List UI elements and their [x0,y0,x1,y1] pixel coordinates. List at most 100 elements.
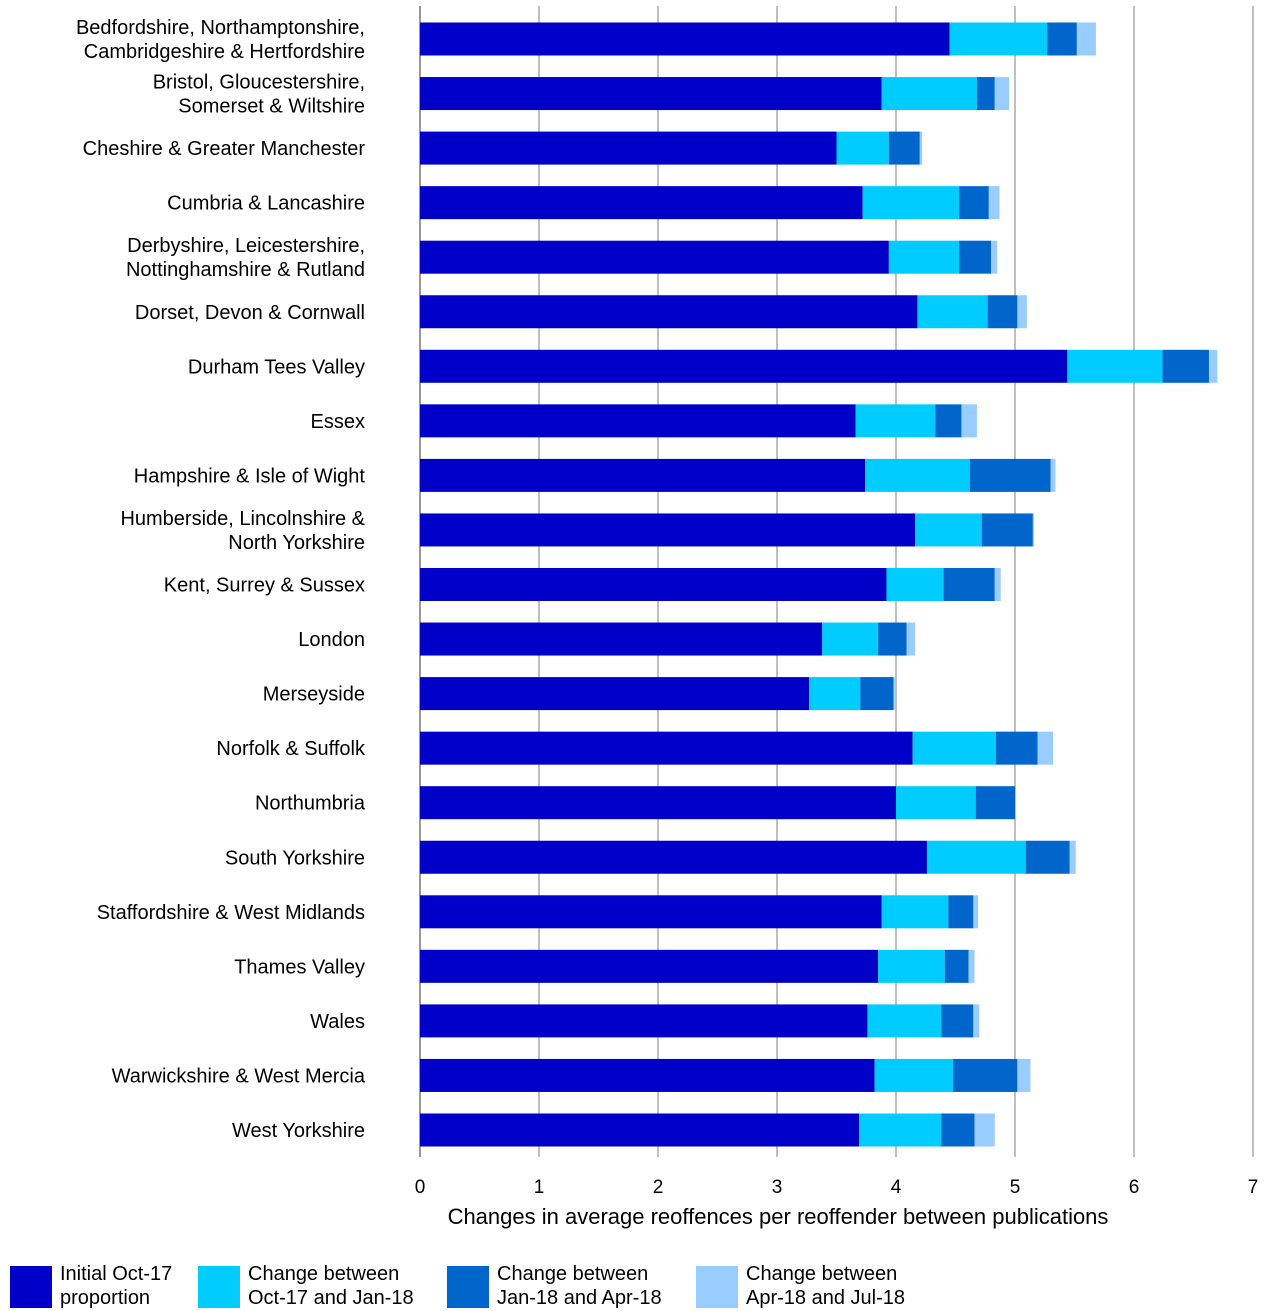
x-tick-label: 1 [534,1177,545,1198]
bar-segment-series-2 [926,840,1026,874]
bar-segment-series-2 [809,677,861,711]
bar-segment-series-2 [917,295,988,329]
bar-segment-series-3 [995,731,1038,765]
bar-segment-series-3 [935,404,962,438]
bar-segment-series-1 [420,404,856,438]
category-label: Wales [310,1011,365,1033]
bar-segment-series-2 [881,77,977,111]
bar-segment-series-1 [420,568,887,601]
legend-label: Initial Oct-17 proportion [60,1263,173,1309]
category-label: Bristol, Gloucestershire, Somerset & Wilt… [153,72,365,118]
bar-segment-series-4 [973,895,979,929]
bar-segment-series-3 [944,949,969,983]
bar-segment-series-2 [915,513,982,547]
bar-segment-series-2 [896,786,976,820]
bar-segment-series-3 [981,513,1033,547]
bar-segment-series-1 [420,131,837,165]
bar-segment-series-2 [862,186,960,220]
stacked-bar-chart: Bedfordshire, Northamptonshire, Cambridge… [76,6,1259,1229]
category-label: South Yorkshire [225,847,365,869]
bar-segment-series-3 [959,240,992,274]
bar-segment-series-4 [1076,22,1096,56]
bar-segment-series-1 [420,731,913,765]
bar-segment-series-4 [973,1004,980,1038]
bar-segment-series-1 [420,677,810,711]
bar-segment-series-2 [865,458,970,492]
bar-segment-series-3 [941,1113,975,1147]
bar-segment-series-1 [420,186,863,220]
category-label: Cheshire & Greater Manchester [83,138,366,160]
bar-segment-series-1 [420,295,918,329]
bar-segment-series-4 [1050,458,1056,492]
legend-label: Change between Apr-18 and Jul-18 [746,1263,905,1309]
bar-segment-series-1 [420,840,927,874]
bar-segment-series-3 [948,895,974,929]
bar-segment-series-3 [860,677,894,711]
x-tick-label: 3 [772,1177,783,1198]
x-axis-title: Changes in average reoffences per reoffe… [448,1204,1109,1229]
legend-swatch [10,1266,52,1308]
x-tick-label: 2 [653,1177,664,1198]
x-tick-label: 6 [1129,1177,1140,1198]
bar-segment-series-1 [420,77,882,111]
bar-segment-series-4 [1069,840,1076,874]
category-label: Northumbria [255,793,366,815]
bar-segment-series-3 [943,568,995,601]
category-label: Essex [311,411,365,433]
bar-segment-series-1 [420,949,879,983]
bar-segment-series-2 [867,1004,942,1038]
bar-segment-series-2 [912,731,996,765]
category-label: Thames Valley [234,956,365,978]
bar-segment-series-4 [1017,295,1027,329]
x-tick-label: 4 [891,1177,902,1198]
bar-segment-series-1 [420,895,882,929]
legend-label: Change between Jan-18 and Apr-18 [497,1263,662,1309]
bar-segment-series-3 [987,295,1018,329]
bar-segment-series-2 [949,22,1048,56]
category-label: Dorset, Devon & Cornwall [135,302,365,324]
category-labels: Bedfordshire, Northamptonshire, Cambridge… [76,17,366,1142]
bar-segment-series-4 [994,77,1010,111]
bar-segment-series-4 [961,404,977,438]
legend-swatch [447,1266,489,1308]
bar-segment-series-2 [881,895,949,929]
bar-segment-series-4 [994,568,1001,601]
category-label: Warwickshire & West Mercia [112,1065,366,1087]
category-label: Hampshire & Isle of Wight [134,465,366,487]
bar-segment-series-2 [855,404,936,438]
bars [420,22,1218,1147]
bar-segment-series-4 [1208,349,1218,383]
bar-segment-series-2 [878,949,945,983]
bar-segment-series-4 [1037,731,1054,765]
bar-segment-series-1 [420,458,866,492]
bar-segment-series-3 [1047,22,1077,56]
bar-segment-series-4 [893,677,895,711]
bar-segment-series-1 [420,513,916,547]
x-tick-label: 0 [415,1177,426,1198]
category-label: Norfolk & Suffolk [216,738,366,760]
category-label: Staffordshire & West Midlands [97,902,365,924]
bar-segment-series-2 [822,622,879,656]
bar-segment-series-1 [420,22,950,56]
bar-segment-series-4 [919,131,923,165]
bar-segment-series-3 [941,1004,974,1038]
x-axis-ticks: 0 1 2 3 4 5 6 7 [415,1177,1259,1198]
bar-segment-series-3 [976,77,995,111]
bar-segment-series-3 [1162,349,1209,383]
bar-segment-series-3 [975,786,1015,820]
category-label: London [298,629,365,651]
bar-segment-series-3 [959,186,989,220]
legend-label: Change between Oct-17 and Jan-18 [248,1263,414,1309]
bar-segment-series-2 [1067,349,1163,383]
bar-segment-series-2 [836,131,889,165]
category-label: Bedfordshire, Northamptonshire, Cambridge… [76,17,365,63]
bar-segment-series-3 [1025,840,1070,874]
legend-swatch [696,1266,738,1308]
bar-segment-series-2 [888,240,960,274]
category-label: Derbyshire, Leicestershire, Nottinghamshi… [126,235,365,281]
bar-segment-series-3 [888,131,920,165]
bar-segment-series-1 [420,349,1068,383]
bar-segment-series-1 [420,1004,868,1038]
bar-segment-series-4 [974,1113,995,1147]
category-label: Durham Tees Valley [188,356,365,378]
